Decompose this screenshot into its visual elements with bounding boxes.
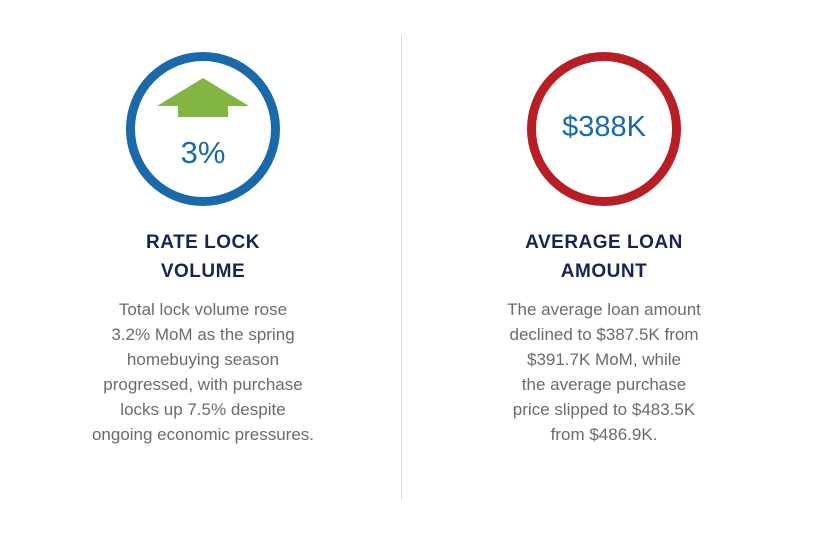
- body-line: 3.2% MoM as the spring: [111, 325, 295, 344]
- body-line: price slipped to $483.5K: [512, 400, 696, 419]
- stat-description: The average loan amount declined to $387…: [424, 297, 784, 447]
- body-line: the average purchase: [521, 375, 687, 394]
- body-line: from $486.9K.: [550, 425, 658, 444]
- body-line: The average loan amount: [507, 300, 701, 319]
- stat-heading: RATE LOCK VOLUME: [23, 228, 383, 286]
- body-line: ongoing economic pressures.: [91, 425, 315, 444]
- body-line: declined to $387.5K from: [509, 325, 699, 344]
- stat-value: $388K: [562, 111, 646, 143]
- heading-line: VOLUME: [160, 261, 246, 282]
- stat-heading: AVERAGE LOAN AMOUNT: [424, 228, 784, 286]
- body-line: Total lock volume rose: [118, 300, 288, 319]
- heading-line: RATE LOCK: [146, 232, 260, 253]
- heading-line: AVERAGE LOAN: [525, 232, 683, 253]
- body-line: $391.7K MoM, while: [526, 350, 682, 369]
- stat-circle: $388K: [527, 52, 681, 206]
- body-line: locks up 7.5% despite: [120, 400, 286, 419]
- arrow-up-icon: [157, 78, 249, 117]
- stat-description: Total lock volume rose 3.2% MoM as the s…: [23, 297, 383, 447]
- heading-line: AMOUNT: [560, 261, 648, 282]
- body-line: homebuying season: [126, 350, 280, 369]
- body-line: progressed, with purchase: [103, 375, 303, 394]
- stat-value: 3%: [180, 135, 226, 170]
- stat-circle: 3%: [126, 52, 280, 206]
- column-divider: [401, 35, 402, 500]
